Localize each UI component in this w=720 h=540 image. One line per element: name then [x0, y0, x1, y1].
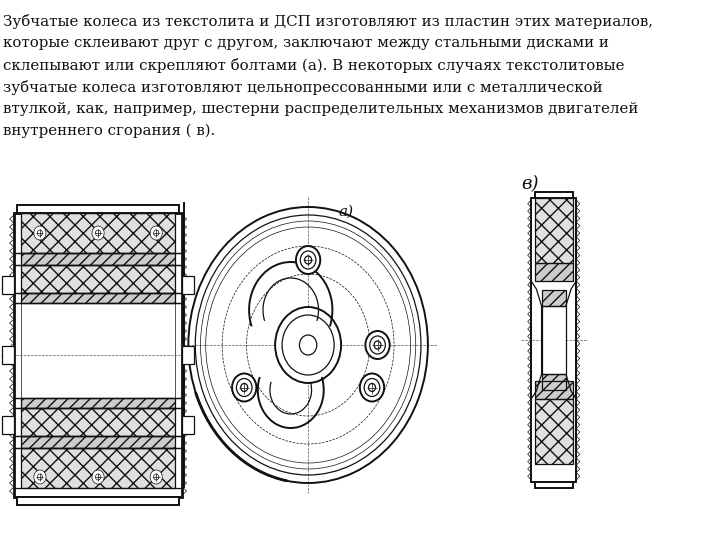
Circle shape [360, 374, 384, 402]
Circle shape [96, 474, 101, 480]
Circle shape [369, 383, 375, 392]
Text: зубчатые колеса изготовляют цельнопрессованными или с металлической: зубчатые колеса изготовляют цельнопрессо… [4, 80, 603, 95]
Text: склепывают или скрепляют болтами (а). В некоторых случаях текстолитовые: склепывают или скрепляют болтами (а). В … [4, 58, 625, 73]
Text: внутреннего сгорания ( в).: внутреннего сгорания ( в). [4, 124, 216, 138]
Circle shape [305, 256, 312, 264]
Bar [21, 265, 175, 293]
Bar [535, 263, 573, 281]
Bar [535, 399, 573, 464]
Bar [1, 276, 14, 294]
Bar [1, 416, 14, 434]
Circle shape [374, 341, 381, 349]
Bar [541, 374, 566, 390]
Bar [21, 213, 175, 253]
Circle shape [370, 336, 385, 354]
Circle shape [92, 470, 104, 484]
Bar [21, 436, 175, 448]
Bar [535, 399, 573, 464]
Bar [14, 213, 182, 497]
Bar [535, 198, 573, 263]
Bar [535, 192, 573, 198]
Circle shape [300, 251, 316, 269]
Bar [21, 398, 175, 408]
Bar [21, 253, 175, 265]
Circle shape [150, 226, 162, 240]
Text: втулкой, как, например, шестерни распределительных механизмов двигателей: втулкой, как, например, шестерни распред… [4, 102, 639, 116]
Text: которые склеивают друг с другом, заключают между стальными дисками и: которые склеивают друг с другом, заключа… [4, 36, 609, 50]
Bar [21, 436, 175, 448]
Bar [17, 497, 179, 505]
Bar [1, 346, 14, 364]
Bar [21, 408, 175, 436]
Bar [182, 276, 194, 294]
Bar [541, 306, 566, 374]
Bar [535, 381, 573, 399]
Circle shape [364, 379, 380, 396]
Circle shape [282, 315, 334, 375]
Text: Зубчатые колеса из текстолита и ДСП изготовляют из пластин этих материалов,: Зубчатые колеса из текстолита и ДСП изго… [4, 14, 654, 29]
Bar [535, 482, 573, 488]
Bar [21, 448, 175, 488]
Circle shape [96, 230, 101, 236]
Bar [531, 198, 576, 482]
Text: в): в) [521, 175, 539, 193]
Bar [21, 448, 175, 488]
Bar [17, 205, 179, 213]
Bar [21, 253, 175, 265]
Bar [21, 213, 175, 253]
Bar [535, 381, 573, 399]
Bar [182, 416, 194, 434]
Bar [21, 303, 175, 398]
Bar [21, 293, 175, 303]
Circle shape [236, 379, 252, 396]
Bar [21, 265, 175, 293]
Bar [541, 290, 566, 306]
Circle shape [365, 331, 390, 359]
Circle shape [300, 335, 317, 355]
Circle shape [296, 246, 320, 274]
Circle shape [153, 474, 159, 480]
Text: a): a) [338, 205, 354, 219]
Circle shape [275, 307, 341, 383]
Bar [541, 374, 566, 390]
Circle shape [153, 230, 159, 236]
Bar [541, 290, 566, 306]
Bar [21, 293, 175, 303]
Circle shape [240, 383, 248, 392]
Circle shape [150, 470, 162, 484]
Bar [21, 398, 175, 408]
Bar [182, 346, 194, 364]
Bar [535, 198, 573, 263]
Bar [535, 263, 573, 281]
Bar [21, 408, 175, 436]
Circle shape [37, 474, 42, 480]
Circle shape [232, 374, 256, 402]
Circle shape [92, 226, 104, 240]
Circle shape [34, 226, 46, 240]
Circle shape [37, 230, 42, 236]
Circle shape [34, 470, 46, 484]
